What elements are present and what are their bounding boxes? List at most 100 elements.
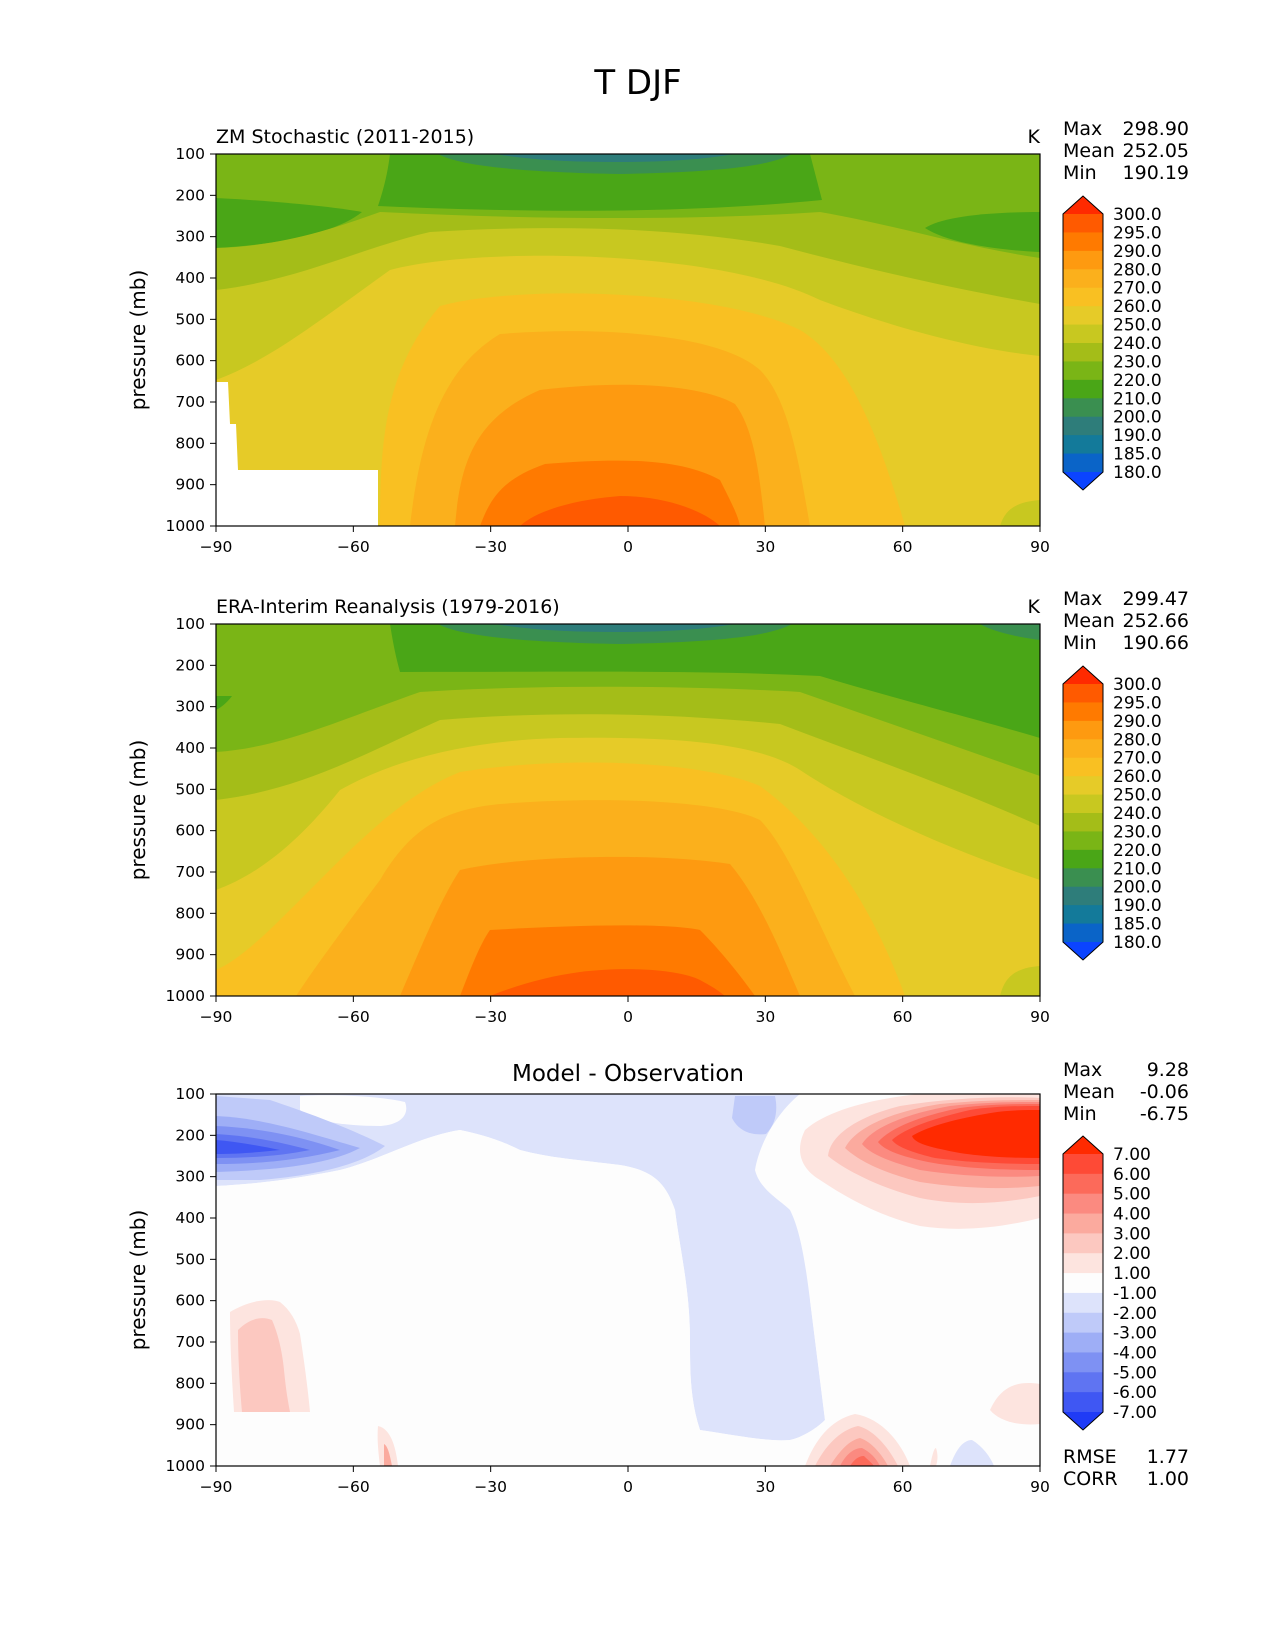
stat-label: Max <box>1063 1059 1102 1081</box>
stat-value: 190.19 <box>1123 162 1189 184</box>
y-axis-label: pressure (mb) <box>126 270 150 411</box>
x-tick-label: −30 <box>474 1008 507 1026</box>
x-tick-label: 30 <box>755 1008 775 1026</box>
x-tick-label: −90 <box>200 1478 233 1496</box>
colorbar-label: -6.00 <box>1113 1383 1157 1403</box>
colorbar-label: -1.00 <box>1113 1284 1157 1304</box>
colorbar-label: 200.0 <box>1113 408 1162 428</box>
y-axis-label: pressure (mb) <box>126 1210 150 1351</box>
metric-label: CORR <box>1063 1468 1118 1490</box>
colorbar-swatch <box>1063 868 1103 888</box>
colorbar-label: 250.0 <box>1113 786 1162 806</box>
y-tick-label: 300 <box>175 1168 205 1186</box>
metric-label: RMSE <box>1063 1446 1117 1468</box>
colorbar: 300.0295.0290.0280.0270.0260.0250.0240.0… <box>1062 195 1162 491</box>
y-tick-label: 800 <box>175 434 205 452</box>
y-tick-label: 100 <box>175 615 205 633</box>
contour-band <box>438 154 792 174</box>
colorbar-label: 185.0 <box>1113 445 1162 465</box>
x-tick-label: 60 <box>893 1008 913 1026</box>
contour-band <box>216 696 232 710</box>
colorbar-label: 185.0 <box>1113 915 1162 935</box>
y-tick-label: 400 <box>175 1209 205 1227</box>
metrics-block: RMSE 1.77 CORR 1.00 <box>1063 1446 1189 1490</box>
colorbar-swatch <box>1063 720 1103 740</box>
contour-band <box>438 624 792 644</box>
colorbar-label: 270.0 <box>1113 279 1162 299</box>
colorbar-label: 240.0 <box>1113 804 1162 824</box>
contour-band <box>980 624 1040 640</box>
colorbar-swatch <box>1063 1154 1103 1175</box>
x-tick-label: 90 <box>1030 1008 1050 1026</box>
colorbar-swatch <box>1063 250 1103 270</box>
y-axis-label: pressure (mb) <box>126 740 150 881</box>
stat-value: 252.05 <box>1123 140 1189 162</box>
colorbar-swatch <box>1063 776 1103 796</box>
colorbar-outline <box>1062 1135 1104 1431</box>
colorbar-extend-min <box>1063 472 1103 490</box>
y-tick-label: 800 <box>175 1374 205 1392</box>
y-tick-label: 700 <box>175 1333 205 1351</box>
colorbar-swatch <box>1063 453 1103 473</box>
stats-block: Max 9.28 Mean -0.06 Min -6.75 <box>1063 1059 1189 1125</box>
colorbar-label: 2.00 <box>1113 1244 1151 1264</box>
colorbar-outline <box>1062 665 1104 961</box>
y-axis: 100 200 300 400 500 600 700 800 900 1000 <box>166 615 216 1005</box>
contour-band <box>384 1444 392 1466</box>
colorbar-swatch <box>1063 1312 1103 1334</box>
contour-band <box>990 1383 1040 1425</box>
colorbar-swatch <box>1063 214 1103 233</box>
colorbar-label: 7.00 <box>1113 1145 1151 1165</box>
colorbar-label: 290.0 <box>1113 242 1162 262</box>
y-tick-label: 100 <box>175 1085 205 1103</box>
x-tick-label: −60 <box>337 1008 370 1026</box>
metric-value: 1.00 <box>1147 1468 1189 1490</box>
stat-value: 252.66 <box>1123 610 1189 632</box>
y-tick-label: 600 <box>175 352 205 370</box>
colorbar-label: 280.0 <box>1113 260 1162 280</box>
contour-band <box>912 1110 1040 1158</box>
colorbar-swatch <box>1063 269 1103 289</box>
metric-value: 1.77 <box>1147 1446 1189 1468</box>
colorbar-label: 4.00 <box>1113 1205 1151 1225</box>
stats-block: Max 298.90 Mean 252.05 Min 190.19 <box>1063 118 1189 184</box>
filled-contours <box>216 624 1040 996</box>
stat-label: Max <box>1063 118 1102 140</box>
contour-band <box>950 1440 994 1466</box>
y-tick-label: 400 <box>175 739 205 757</box>
y-tick-label: 200 <box>175 1126 205 1144</box>
stat-label: Min <box>1063 1103 1097 1125</box>
contour-band <box>216 1130 700 1430</box>
y-tick-label: 500 <box>175 780 205 798</box>
colorbar-label: 180.0 <box>1113 933 1162 953</box>
colorbar-swatch <box>1063 1233 1103 1254</box>
colorbar-label: 250.0 <box>1113 316 1162 336</box>
colorbar-swatch <box>1063 1173 1103 1195</box>
colorbar: 300.0295.0290.0280.0270.0260.0250.0240.0… <box>1062 665 1162 961</box>
colorbar-label: 3.00 <box>1113 1224 1151 1244</box>
colorbar-swatch <box>1063 1292 1103 1314</box>
stat-value: -6.75 <box>1140 1103 1189 1125</box>
colorbar-label: -4.00 <box>1113 1343 1157 1363</box>
colorbar-swatch <box>1063 1193 1103 1215</box>
contour-band <box>520 496 720 526</box>
colorbar-swatch <box>1063 287 1103 307</box>
colorbar-swatch <box>1063 702 1103 722</box>
y-tick-label: 200 <box>175 656 205 674</box>
contour-band <box>216 1140 280 1154</box>
units-label: K <box>1028 596 1041 618</box>
contour-band <box>1000 966 1040 996</box>
colorbar-swatch <box>1063 849 1103 869</box>
colorbar-swatch <box>1063 1332 1103 1353</box>
stat-value: 299.47 <box>1123 588 1189 610</box>
colorbar-swatch <box>1063 813 1103 832</box>
x-tick-label: −90 <box>200 538 233 556</box>
colorbar-label: -3.00 <box>1113 1324 1157 1344</box>
x-tick-label: 30 <box>755 538 775 556</box>
colorbar-label: 220.0 <box>1113 841 1162 861</box>
panel-title: Model - Observation <box>512 1061 744 1087</box>
colorbar-label: 220.0 <box>1113 371 1162 391</box>
colorbar-swatch <box>1063 435 1103 455</box>
